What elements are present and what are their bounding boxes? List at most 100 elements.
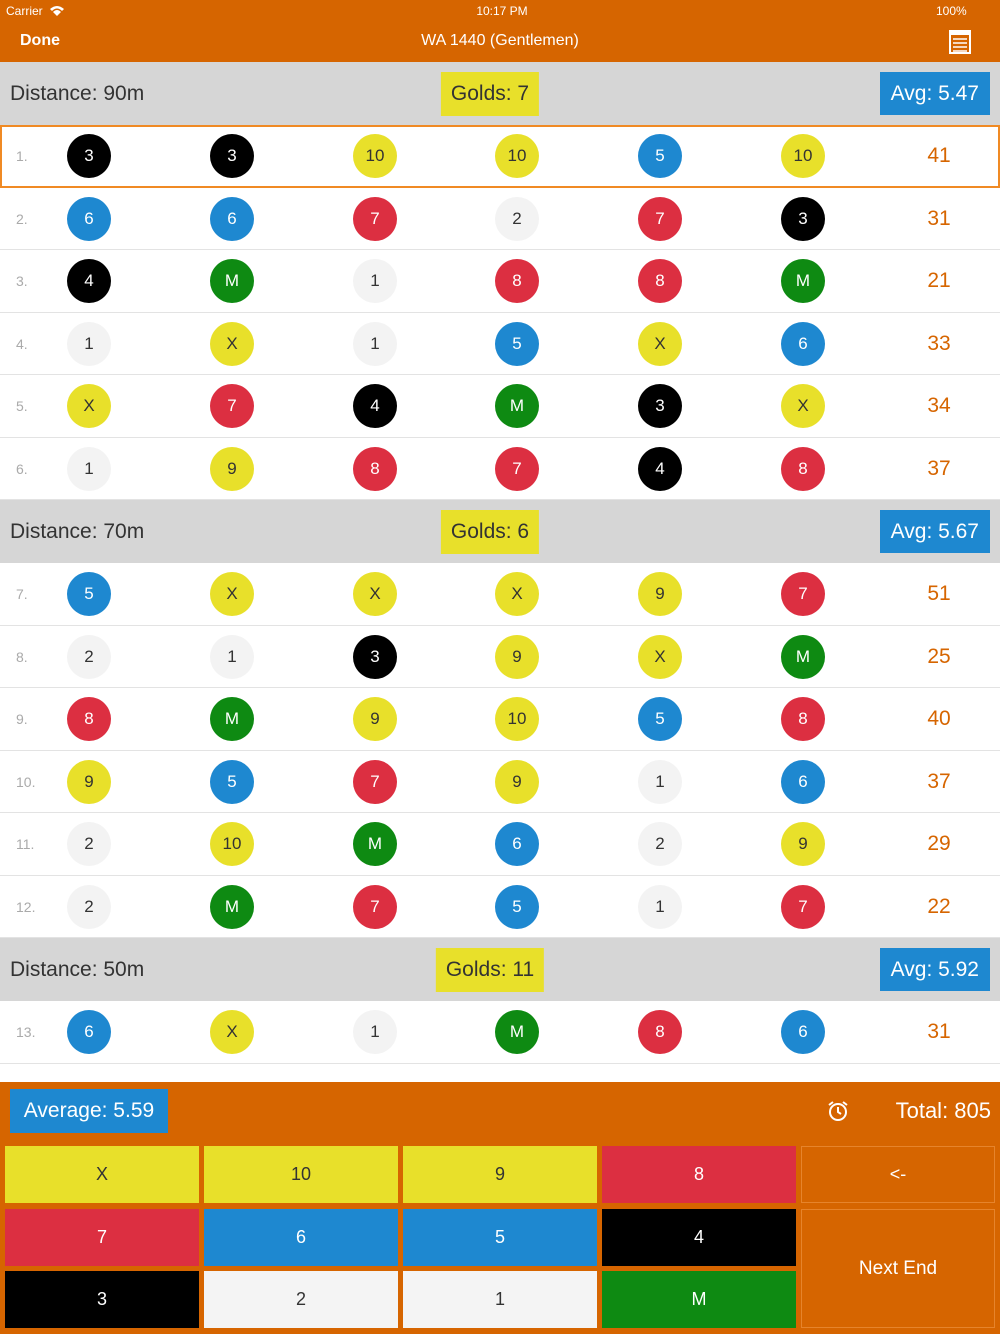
arrow-score: 8: [638, 1010, 682, 1054]
end-row: [0, 125, 1000, 188]
end-row: [0, 1001, 1000, 1064]
arrow-score: 7: [353, 196, 397, 241]
arrow-score: 1: [67, 321, 111, 366]
arrow-score: M: [210, 259, 254, 303]
arrow-score: 1: [638, 759, 682, 804]
arrow-score: 3: [781, 196, 825, 241]
arrow-score: 2: [67, 822, 111, 866]
key-button[interactable]: 1: [403, 1271, 597, 1328]
end-row: [0, 250, 1000, 313]
end-row: [0, 751, 1000, 813]
arrow-score: X: [353, 572, 397, 616]
key-button[interactable]: 4: [602, 1209, 796, 1266]
arrow-score: 7: [638, 196, 682, 241]
arrow-score: 2: [67, 634, 111, 679]
score-list: Distance: 90m Golds: 7 Avg: 5.47 1. 3 3 10 10 5 1…: [0, 62, 1000, 1082]
key-button[interactable]: 2: [204, 1271, 398, 1328]
arrow-score: X: [210, 1010, 254, 1054]
end-row: [0, 375, 1000, 438]
end-total: 40: [927, 707, 951, 730]
end-total: 33: [927, 331, 951, 355]
arrow-score: 7: [781, 572, 825, 616]
arrow-score: 9: [638, 572, 682, 616]
key-button[interactable]: 6: [204, 1209, 398, 1266]
end-total: 31: [927, 1020, 951, 1043]
key-button[interactable]: 9: [403, 1146, 597, 1203]
end-total: 29: [927, 832, 951, 855]
arrow-score: M: [781, 259, 825, 303]
arrow-score: 6: [210, 196, 254, 241]
end-number: 11.: [16, 836, 35, 852]
end-number: 2.: [16, 210, 28, 227]
arrow-score: 8: [781, 446, 825, 491]
end-number: 8.: [16, 648, 28, 665]
arrow-score: 3: [67, 134, 111, 178]
next-end-button[interactable]: Next End: [801, 1209, 995, 1328]
sheet-icon[interactable]: [949, 28, 971, 54]
key-button[interactable]: 7: [5, 1209, 199, 1266]
arrow-score: 10: [495, 697, 539, 741]
nav-title: WA 1440 (Gentlemen): [421, 32, 579, 49]
arrow-score: 3: [210, 134, 254, 178]
arrow-score: 6: [495, 822, 539, 866]
arrow-score: 4: [353, 384, 397, 428]
arrow-score: 7: [781, 884, 825, 929]
end-number: 10.: [16, 773, 36, 790]
arrow-score: 5: [495, 884, 539, 929]
arrow-score: 6: [67, 1010, 111, 1054]
arrow-score: 1: [353, 1010, 397, 1054]
end-row: [0, 438, 1000, 500]
avg-box: Avg: 5.47: [879, 72, 990, 115]
arrow-score: 8: [353, 446, 397, 491]
arrow-score: 2: [638, 822, 682, 866]
arrow-score: 9: [781, 822, 825, 866]
end-row: [0, 626, 1000, 688]
arrow-score: 6: [781, 1010, 825, 1054]
arrow-score: X: [210, 321, 254, 366]
key-button[interactable]: 8: [602, 1146, 796, 1203]
end-total: 34: [927, 394, 951, 417]
arrow-score: X: [638, 634, 682, 679]
end-number: 9.: [16, 711, 28, 727]
end-number: 5.: [16, 398, 28, 414]
arrow-score: 9: [210, 446, 254, 491]
arrow-score: 10: [495, 134, 539, 178]
end-total: 51: [927, 582, 951, 605]
arrow-score: X: [210, 572, 254, 616]
nav-bar: [0, 0, 1000, 62]
arrow-score: 7: [353, 884, 397, 929]
done-button[interactable]: Done: [20, 32, 60, 49]
key-button[interactable]: 3: [5, 1271, 199, 1328]
key-button[interactable]: 10: [204, 1146, 398, 1203]
arrow-score: 9: [495, 759, 539, 804]
arrow-score: 6: [781, 321, 825, 366]
end-total: 37: [927, 769, 951, 793]
arrow-score: 10: [210, 822, 254, 866]
end-total: 25: [927, 644, 951, 668]
arrow-score: X: [781, 384, 825, 428]
average-box: Average: 5.59: [10, 1089, 168, 1133]
arrow-score: 5: [67, 572, 111, 616]
distance-label: Distance: 50m: [10, 958, 145, 981]
end-number: 4.: [16, 335, 28, 352]
arrow-score: 5: [210, 759, 254, 804]
key-button[interactable]: 5: [403, 1209, 597, 1266]
arrow-score: 5: [638, 134, 682, 178]
battery: 100%: [936, 4, 967, 18]
end-number: 3.: [16, 273, 28, 289]
arrow-score: 7: [495, 446, 539, 491]
timer-icon[interactable]: [827, 1100, 849, 1122]
end-number: 12.: [16, 898, 36, 915]
arrow-score: 4: [638, 446, 682, 491]
arrow-score: 1: [67, 446, 111, 491]
key-button[interactable]: M: [602, 1271, 796, 1328]
arrow-score: 6: [781, 759, 825, 804]
arrow-score: 1: [353, 321, 397, 366]
backspace-button[interactable]: <-: [801, 1146, 995, 1203]
arrow-score: M: [210, 884, 254, 929]
time: 10:17 PM: [476, 4, 528, 18]
key-button[interactable]: X: [5, 1146, 199, 1203]
arrow-score: 2: [67, 884, 111, 929]
arrow-score: X: [67, 384, 111, 428]
end-number: 13.: [16, 1024, 36, 1040]
